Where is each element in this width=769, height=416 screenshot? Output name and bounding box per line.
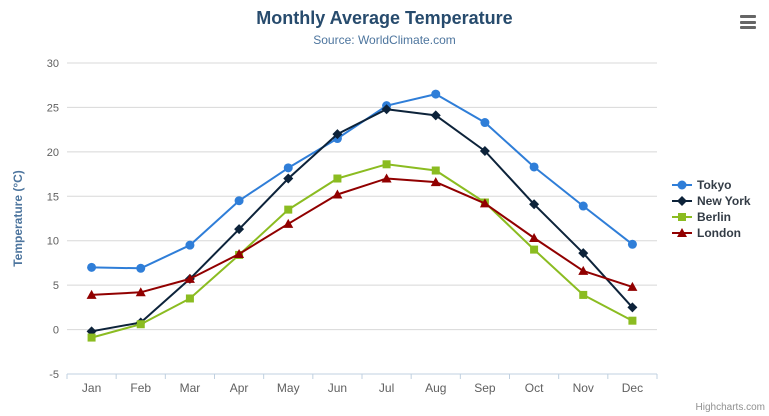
triangle-marker-data-point[interactable] <box>677 228 687 237</box>
x-axis-tick-label: Aug <box>425 381 446 395</box>
y-axis-tick-label: 5 <box>53 280 59 292</box>
legend-item-new-york[interactable]: New York <box>672 193 751 209</box>
series-line-tokyo[interactable] <box>90 93 634 270</box>
diamond-marker-data-point[interactable] <box>283 173 294 184</box>
triangle-marker-data-point[interactable] <box>86 289 97 299</box>
circle-marker-data-point[interactable] <box>136 263 146 273</box>
series-london[interactable] <box>86 173 638 299</box>
chart-subtitle: Source: WorldClimate.com <box>313 33 456 47</box>
y-axis-tick-label: 30 <box>47 58 59 70</box>
x-axis-tick-label: Jan <box>82 381 101 395</box>
diamond-marker-data-point[interactable] <box>627 302 638 313</box>
y-axis-tick-label: 20 <box>47 147 59 159</box>
series-line-london[interactable] <box>90 177 634 296</box>
x-axis-tick-label: Feb <box>130 381 151 395</box>
circle-marker-data-point[interactable] <box>87 262 97 272</box>
hamburger-icon <box>740 26 756 29</box>
triangle-marker-data-point[interactable] <box>627 281 638 291</box>
circle-marker-data-point[interactable] <box>480 118 490 128</box>
y-axis-tick-label: 15 <box>47 191 59 203</box>
y-axis-tick-label: 0 <box>53 325 59 337</box>
circle-marker-data-point[interactable] <box>677 180 687 190</box>
legend-label: Berlin <box>697 210 732 224</box>
square-marker-data-point[interactable] <box>87 333 96 342</box>
y-axis-tick-label: -5 <box>49 369 59 381</box>
circle-marker-data-point[interactable] <box>627 239 637 249</box>
series-line-new-york[interactable] <box>90 108 634 333</box>
hamburger-icon <box>740 15 756 18</box>
credits-link[interactable]: Highcharts.com <box>695 402 765 413</box>
triangle-marker-data-point[interactable] <box>332 189 343 199</box>
diamond-marker-data-point[interactable] <box>381 104 392 115</box>
series-new-york[interactable] <box>86 104 638 337</box>
square-marker-data-point[interactable] <box>333 174 342 183</box>
diamond-marker-data-point[interactable] <box>430 110 441 121</box>
legend-label: Tokyo <box>697 178 732 192</box>
x-axis-tick-label: Jul <box>379 381 394 395</box>
triangle-marker-data-point[interactable] <box>479 198 490 208</box>
diamond-marker-data-point[interactable] <box>677 196 687 206</box>
legend-item-berlin[interactable]: Berlin <box>672 209 751 225</box>
diamond-marker-data-point[interactable] <box>479 145 490 156</box>
diamond-marker-data-point[interactable] <box>578 248 589 259</box>
y-axis-tick-label: 10 <box>47 236 59 248</box>
circle-marker-data-point[interactable] <box>578 201 588 211</box>
x-axis-tick-label: Mar <box>180 381 201 395</box>
circle-marker-data-point[interactable] <box>529 162 539 172</box>
legend-square-icon <box>672 213 692 221</box>
triangle-marker-data-point[interactable] <box>381 173 392 183</box>
x-axis-tick-label: Sep <box>474 381 496 395</box>
x-axis-tick-label: Oct <box>525 381 544 395</box>
square-marker-data-point[interactable] <box>678 213 686 221</box>
x-axis-tick-label: Jun <box>328 381 347 395</box>
legend-diamond-icon <box>672 196 692 206</box>
series-tokyo[interactable] <box>87 89 637 273</box>
triangle-marker-data-point[interactable] <box>283 218 294 228</box>
square-marker-data-point[interactable] <box>284 205 293 214</box>
circle-marker-data-point[interactable] <box>234 196 244 206</box>
square-marker-data-point[interactable] <box>579 290 588 299</box>
square-marker-data-point[interactable] <box>136 320 145 329</box>
circle-marker-data-point[interactable] <box>431 89 441 99</box>
diamond-marker-data-point[interactable] <box>529 199 540 210</box>
legend-triangle-icon <box>672 228 692 237</box>
x-axis-tick-label: May <box>277 381 300 395</box>
legend-label: London <box>697 226 741 240</box>
x-axis-tick-label: Apr <box>230 381 249 395</box>
triangle-marker-data-point[interactable] <box>529 233 540 243</box>
y-axis-tick-label: 25 <box>47 102 59 114</box>
export-menu-button[interactable] <box>737 13 759 33</box>
triangle-marker-data-point[interactable] <box>184 273 195 283</box>
diamond-marker-data-point[interactable] <box>332 129 343 140</box>
circle-marker-data-point[interactable] <box>283 163 293 173</box>
legend-label: New York <box>697 194 751 208</box>
diamond-marker-data-point[interactable] <box>234 224 245 235</box>
square-marker-data-point[interactable] <box>185 294 194 303</box>
square-marker-data-point[interactable] <box>628 316 637 325</box>
square-marker-data-point[interactable] <box>530 245 539 254</box>
series-line-berlin[interactable] <box>90 163 634 339</box>
hamburger-icon <box>740 20 756 24</box>
circle-marker-data-point[interactable] <box>185 240 195 250</box>
square-marker-data-point[interactable] <box>382 160 391 169</box>
legend-item-tokyo[interactable]: Tokyo <box>672 177 751 193</box>
triangle-marker-data-point[interactable] <box>578 265 589 275</box>
legend-circle-icon <box>672 180 692 190</box>
y-axis-title: Temperature (°C) <box>11 170 25 267</box>
triangle-marker-data-point[interactable] <box>135 287 146 297</box>
chart-title: Monthly Average Temperature <box>256 8 513 28</box>
x-axis-tick-label: Dec <box>622 381 643 395</box>
x-axis-tick-label: Nov <box>573 381 594 395</box>
triangle-marker-data-point[interactable] <box>234 249 245 259</box>
legend-item-london[interactable]: London <box>672 225 751 241</box>
square-marker-data-point[interactable] <box>431 166 440 175</box>
legend: Tokyo New York Berlin London <box>672 177 751 241</box>
triangle-marker-data-point[interactable] <box>430 177 441 187</box>
